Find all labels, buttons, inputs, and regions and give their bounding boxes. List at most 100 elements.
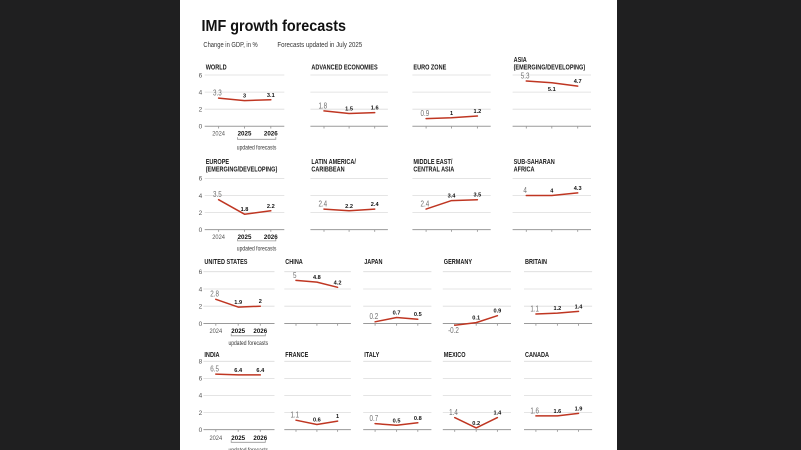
svg-text:1.2: 1.2 — [474, 109, 482, 115]
svg-text:0: 0 — [199, 321, 203, 328]
svg-text:4.8: 4.8 — [313, 275, 321, 281]
svg-text:0.5: 0.5 — [393, 418, 401, 424]
svg-text:2025: 2025 — [231, 435, 245, 442]
svg-text:0.9: 0.9 — [421, 109, 430, 118]
svg-text:FRANCE: FRANCE — [285, 352, 308, 359]
svg-text:0.2: 0.2 — [370, 312, 379, 321]
svg-text:CHINA: CHINA — [285, 259, 303, 266]
svg-text:2.4: 2.4 — [371, 202, 380, 208]
svg-text:(EMERGING/DEVELOPING): (EMERGING/DEVELOPING) — [514, 64, 586, 71]
svg-text:1.2: 1.2 — [554, 306, 562, 312]
svg-text:2: 2 — [199, 304, 203, 311]
svg-text:Forecasts updated in July 2025: Forecasts updated in July 2025 — [277, 42, 362, 49]
svg-text:2026: 2026 — [253, 328, 267, 335]
svg-text:0.8: 0.8 — [414, 416, 422, 422]
svg-text:GERMANY: GERMANY — [444, 259, 473, 266]
svg-text:0: 0 — [199, 124, 203, 131]
svg-text:Change in GDP, in %: Change in GDP, in % — [203, 42, 257, 49]
svg-text:updated forecasts: updated forecasts — [229, 447, 269, 450]
svg-text:ITALY: ITALY — [364, 352, 379, 359]
svg-text:6: 6 — [199, 376, 203, 383]
svg-text:0.7: 0.7 — [393, 311, 401, 317]
svg-text:2.8: 2.8 — [210, 290, 219, 299]
svg-text:INDIA: INDIA — [204, 352, 219, 359]
svg-text:JAPAN: JAPAN — [364, 259, 382, 266]
svg-text:SUB-SAHARAN: SUB-SAHARAN — [514, 159, 555, 166]
svg-text:WORLD: WORLD — [206, 64, 227, 71]
svg-text:3: 3 — [243, 94, 246, 100]
svg-text:2026: 2026 — [253, 435, 267, 442]
svg-text:2024: 2024 — [209, 435, 222, 442]
svg-text:1: 1 — [336, 414, 339, 420]
svg-text:2.4: 2.4 — [421, 200, 430, 209]
svg-text:0.2: 0.2 — [472, 421, 480, 427]
svg-text:4: 4 — [550, 189, 554, 195]
svg-text:0: 0 — [199, 227, 203, 234]
svg-text:2026: 2026 — [264, 234, 278, 241]
svg-text:1.6: 1.6 — [371, 106, 379, 112]
svg-text:2.2: 2.2 — [267, 204, 275, 210]
svg-text:2024: 2024 — [212, 130, 225, 137]
svg-text:MEXICO: MEXICO — [444, 352, 466, 359]
svg-text:AFRICA: AFRICA — [514, 167, 535, 174]
svg-text:2026: 2026 — [264, 130, 278, 137]
svg-text:0.7: 0.7 — [370, 414, 379, 423]
svg-text:4: 4 — [199, 393, 203, 400]
svg-text:ADVANCED ECONOMIES: ADVANCED ECONOMIES — [311, 64, 378, 71]
svg-text:2025: 2025 — [231, 328, 245, 335]
svg-text:-0.2: -0.2 — [448, 326, 459, 335]
svg-text:1.9: 1.9 — [575, 406, 583, 412]
svg-text:3.1: 3.1 — [267, 93, 275, 99]
svg-text:EURO ZONE: EURO ZONE — [413, 64, 446, 71]
svg-text:CANADA: CANADA — [525, 352, 549, 359]
svg-text:EUROPE: EUROPE — [206, 159, 230, 166]
svg-text:1.6: 1.6 — [530, 406, 539, 415]
svg-text:2.4: 2.4 — [318, 200, 327, 209]
svg-text:updated forecasts: updated forecasts — [237, 144, 277, 151]
svg-text:2: 2 — [199, 210, 203, 217]
svg-text:4: 4 — [199, 286, 203, 293]
svg-text:3.3: 3.3 — [213, 89, 222, 98]
svg-text:UNITED STATES: UNITED STATES — [204, 259, 247, 266]
svg-text:4.3: 4.3 — [574, 186, 582, 192]
svg-text:0.1: 0.1 — [472, 316, 480, 322]
svg-text:(EMERGING/DEVELOPING): (EMERGING/DEVELOPING) — [206, 167, 278, 174]
svg-text:2: 2 — [199, 107, 203, 114]
svg-text:4.2: 4.2 — [334, 280, 342, 286]
svg-text:2024: 2024 — [212, 234, 225, 241]
svg-text:3.5: 3.5 — [474, 193, 482, 199]
svg-text:6: 6 — [199, 72, 203, 79]
svg-text:2.2: 2.2 — [345, 204, 353, 210]
svg-text:2025: 2025 — [238, 234, 252, 241]
svg-text:6.5: 6.5 — [210, 365, 219, 374]
svg-text:MIDDLE EAST/: MIDDLE EAST/ — [413, 159, 452, 166]
svg-text:ASIA: ASIA — [514, 57, 527, 64]
svg-text:5.1: 5.1 — [548, 87, 556, 93]
svg-text:1.4: 1.4 — [449, 408, 458, 417]
svg-text:0: 0 — [199, 427, 203, 434]
svg-text:8: 8 — [199, 359, 203, 366]
svg-text:6: 6 — [199, 176, 203, 183]
svg-text:updated forecasts: updated forecasts — [229, 340, 269, 347]
svg-text:4.7: 4.7 — [574, 79, 582, 85]
svg-text:6.4: 6.4 — [256, 368, 265, 374]
svg-text:CENTRAL ASIA: CENTRAL ASIA — [413, 167, 454, 174]
svg-text:CARIBBEAN: CARIBBEAN — [311, 167, 344, 174]
svg-text:0.9: 0.9 — [494, 309, 502, 315]
svg-text:LATIN AMERICA/: LATIN AMERICA/ — [311, 159, 356, 166]
svg-text:1.4: 1.4 — [494, 411, 503, 417]
svg-text:3.4: 3.4 — [448, 194, 457, 200]
svg-text:1.8: 1.8 — [318, 101, 327, 110]
svg-text:4: 4 — [199, 89, 203, 96]
svg-text:1.9: 1.9 — [234, 300, 242, 306]
svg-text:2: 2 — [199, 410, 203, 417]
svg-text:1.8: 1.8 — [241, 207, 249, 213]
svg-text:1: 1 — [450, 111, 453, 117]
svg-text:4: 4 — [199, 193, 203, 200]
svg-text:1.6: 1.6 — [554, 409, 562, 415]
svg-text:5.3: 5.3 — [521, 71, 530, 80]
svg-text:6.4: 6.4 — [234, 368, 243, 374]
svg-text:updated forecasts: updated forecasts — [237, 245, 277, 252]
svg-text:2025: 2025 — [238, 130, 252, 137]
svg-text:3.5: 3.5 — [213, 190, 222, 199]
